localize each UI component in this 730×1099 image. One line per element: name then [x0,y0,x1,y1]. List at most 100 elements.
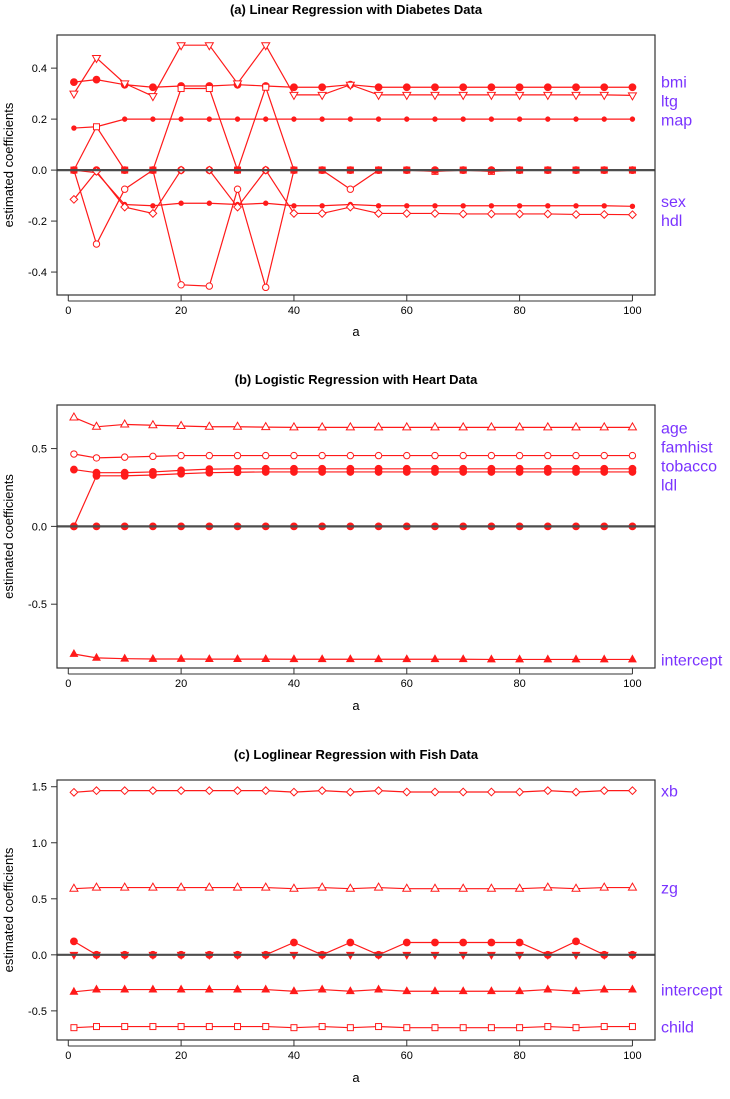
data-point [627,654,637,663]
data-point [572,1024,580,1032]
plot-frame [56,779,656,1041]
data-point [148,208,158,218]
data-point [571,421,581,431]
data-point [458,986,468,995]
data-point [403,1024,411,1032]
series-child [70,1023,636,1032]
data-point [233,786,243,796]
data-point [345,654,355,663]
data-point [487,938,496,947]
data-point [516,116,523,122]
data-point [599,421,610,431]
data-point [69,787,79,797]
data-point [150,203,156,209]
data-point [402,938,411,947]
data-point [374,83,383,92]
y-axis-label: estimated coefficients [1,102,16,227]
data-point [178,200,184,206]
data-point [232,421,243,430]
x-tick-label: 20 [175,1050,187,1062]
series-xb [69,786,637,797]
x-tick-label: 0 [65,305,71,317]
data-point [70,78,78,87]
data-point [627,786,637,796]
data-point [204,882,215,891]
x-tick-label: 0 [65,1050,71,1062]
data-point [121,116,128,122]
data-point [487,1024,495,1032]
series-3 [70,83,636,175]
y-tick-label: 0.5 [32,894,47,906]
data-point [374,654,384,663]
data-point [375,116,382,122]
plot-frame [56,404,656,669]
series-label-ldl: ldl [661,477,677,494]
data-point [430,208,440,218]
data-point [458,654,468,663]
data-point [515,209,525,219]
data-point [204,984,214,993]
data-point [91,882,102,891]
data-point [487,451,496,460]
data-point [261,468,270,476]
data-point [120,471,129,480]
data-point [431,468,439,476]
data-point [403,451,411,460]
y-tick-label: -0.2 [28,216,47,228]
data-point [317,984,327,993]
x-axis-label: a [352,698,360,713]
y-tick-label: 0.5 [32,444,47,456]
data-point [571,986,581,995]
data-point [318,1023,326,1031]
data-point [601,116,607,122]
data-point [261,786,271,796]
data-point [319,116,325,122]
data-point [92,123,100,131]
data-point [430,787,440,797]
data-point [289,654,299,663]
data-point [234,116,241,122]
series-line [73,471,633,527]
series-label-xb: xb [661,784,678,801]
data-point [233,451,242,460]
data-point [205,1023,213,1031]
x-tick-label: 80 [513,1050,525,1062]
data-point [69,883,79,892]
x-tick-label: 0 [65,678,71,690]
data-point [290,451,298,460]
data-point [346,185,355,193]
data-point [458,421,469,431]
data-point [459,938,468,947]
x-tick-label: 40 [288,1050,300,1062]
data-point [600,1023,608,1031]
panel-1: (a) Linear Regression with Diabetes Data… [1,2,692,339]
panel-2: (b) Logistic Regression with Heart Data 0… [1,372,723,713]
series-map [71,116,636,131]
data-point [627,984,637,993]
y-tick-label: -0.4 [28,267,47,279]
data-point [430,883,440,892]
data-point [628,451,637,460]
data-point [232,882,243,891]
data-point [262,83,270,91]
data-point [458,883,469,892]
data-point [432,116,438,122]
series-ltg [69,42,638,102]
data-point [543,786,553,796]
data-point [205,282,214,290]
series-label-intercept: intercept [661,983,723,1000]
data-point [69,648,79,657]
data-point [488,203,495,209]
series-intercept [69,648,637,663]
data-point [572,451,580,460]
data-point [459,83,468,92]
data-point [544,451,552,460]
data-point [402,654,412,663]
data-point [571,91,581,101]
data-point [70,465,78,474]
data-point [628,83,637,92]
data-point [543,83,552,92]
x-tick-label: 100 [623,1050,641,1062]
data-point [432,203,438,209]
data-point [458,209,468,219]
